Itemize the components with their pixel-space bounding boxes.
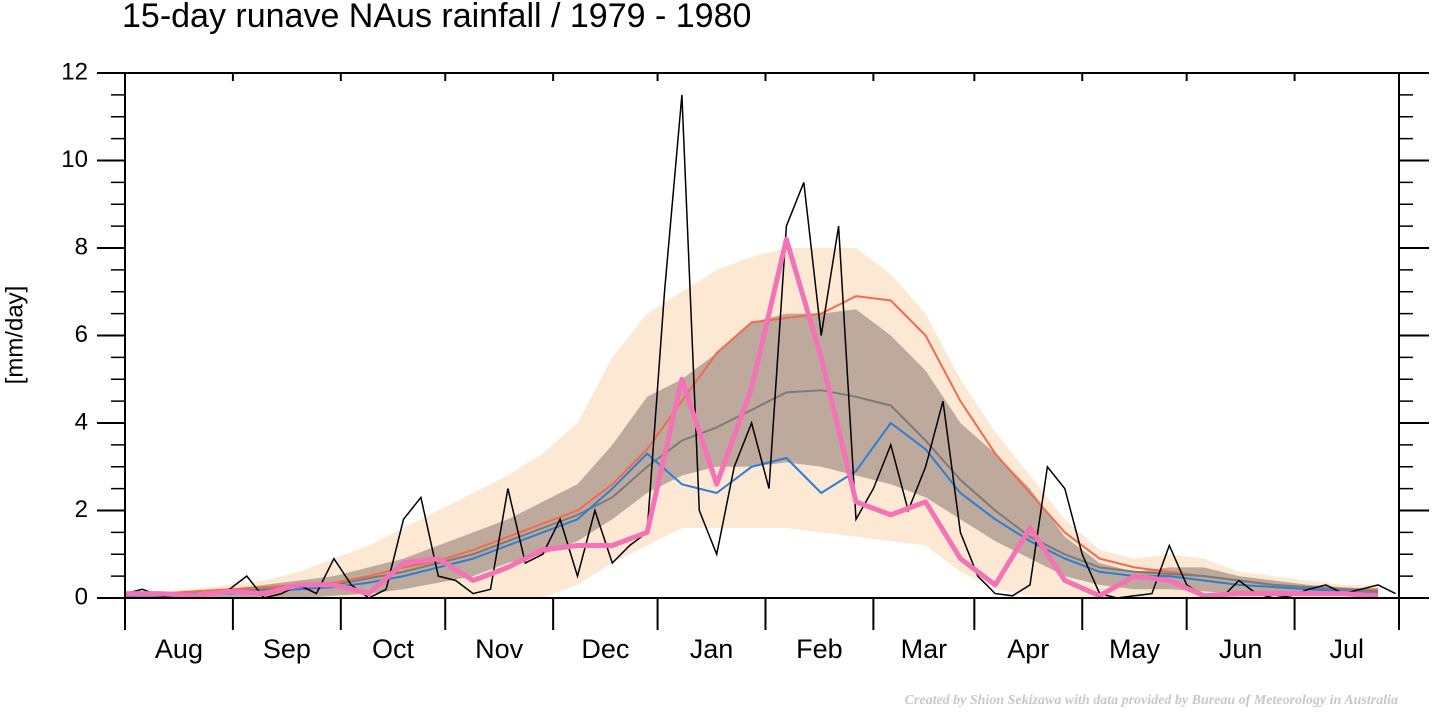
y-tick-label: 6 (75, 321, 88, 348)
x-tick-label: Nov (475, 634, 524, 664)
line (125, 236, 1379, 598)
x-tick-label: Jul (1330, 634, 1365, 664)
x-tick-label: Apr (1007, 634, 1049, 664)
y-tick-label: 8 (75, 233, 88, 260)
x-tick-label: May (1109, 634, 1161, 664)
chart-title: 15-day runave NAus rainfall / 1979 - 198… (122, 0, 751, 35)
plot-area (125, 94, 1396, 598)
x-tick-label: Feb (796, 634, 843, 664)
y-axis-label: [mm/day] (1, 286, 28, 385)
x-tick-label: Jun (1219, 634, 1263, 664)
x-tick-label: Mar (901, 634, 948, 664)
x-tick-label: Aug (155, 634, 203, 664)
y-tick-label: 4 (75, 408, 88, 435)
band (125, 309, 1379, 598)
daily-line (125, 94, 1396, 598)
y-tick-label: 12 (61, 58, 88, 85)
x-tick-label: Dec (581, 634, 629, 664)
y-tick-label: 0 (75, 583, 88, 610)
y-tick-label: 10 (61, 146, 88, 173)
x-tick-label: Jan (690, 634, 734, 664)
x-tick-label: Sep (263, 634, 311, 664)
y-tick-label: 2 (75, 496, 88, 523)
x-tick-label: Oct (372, 634, 415, 664)
footnote: Created by Shion Sekizawa with data prov… (905, 693, 1398, 708)
